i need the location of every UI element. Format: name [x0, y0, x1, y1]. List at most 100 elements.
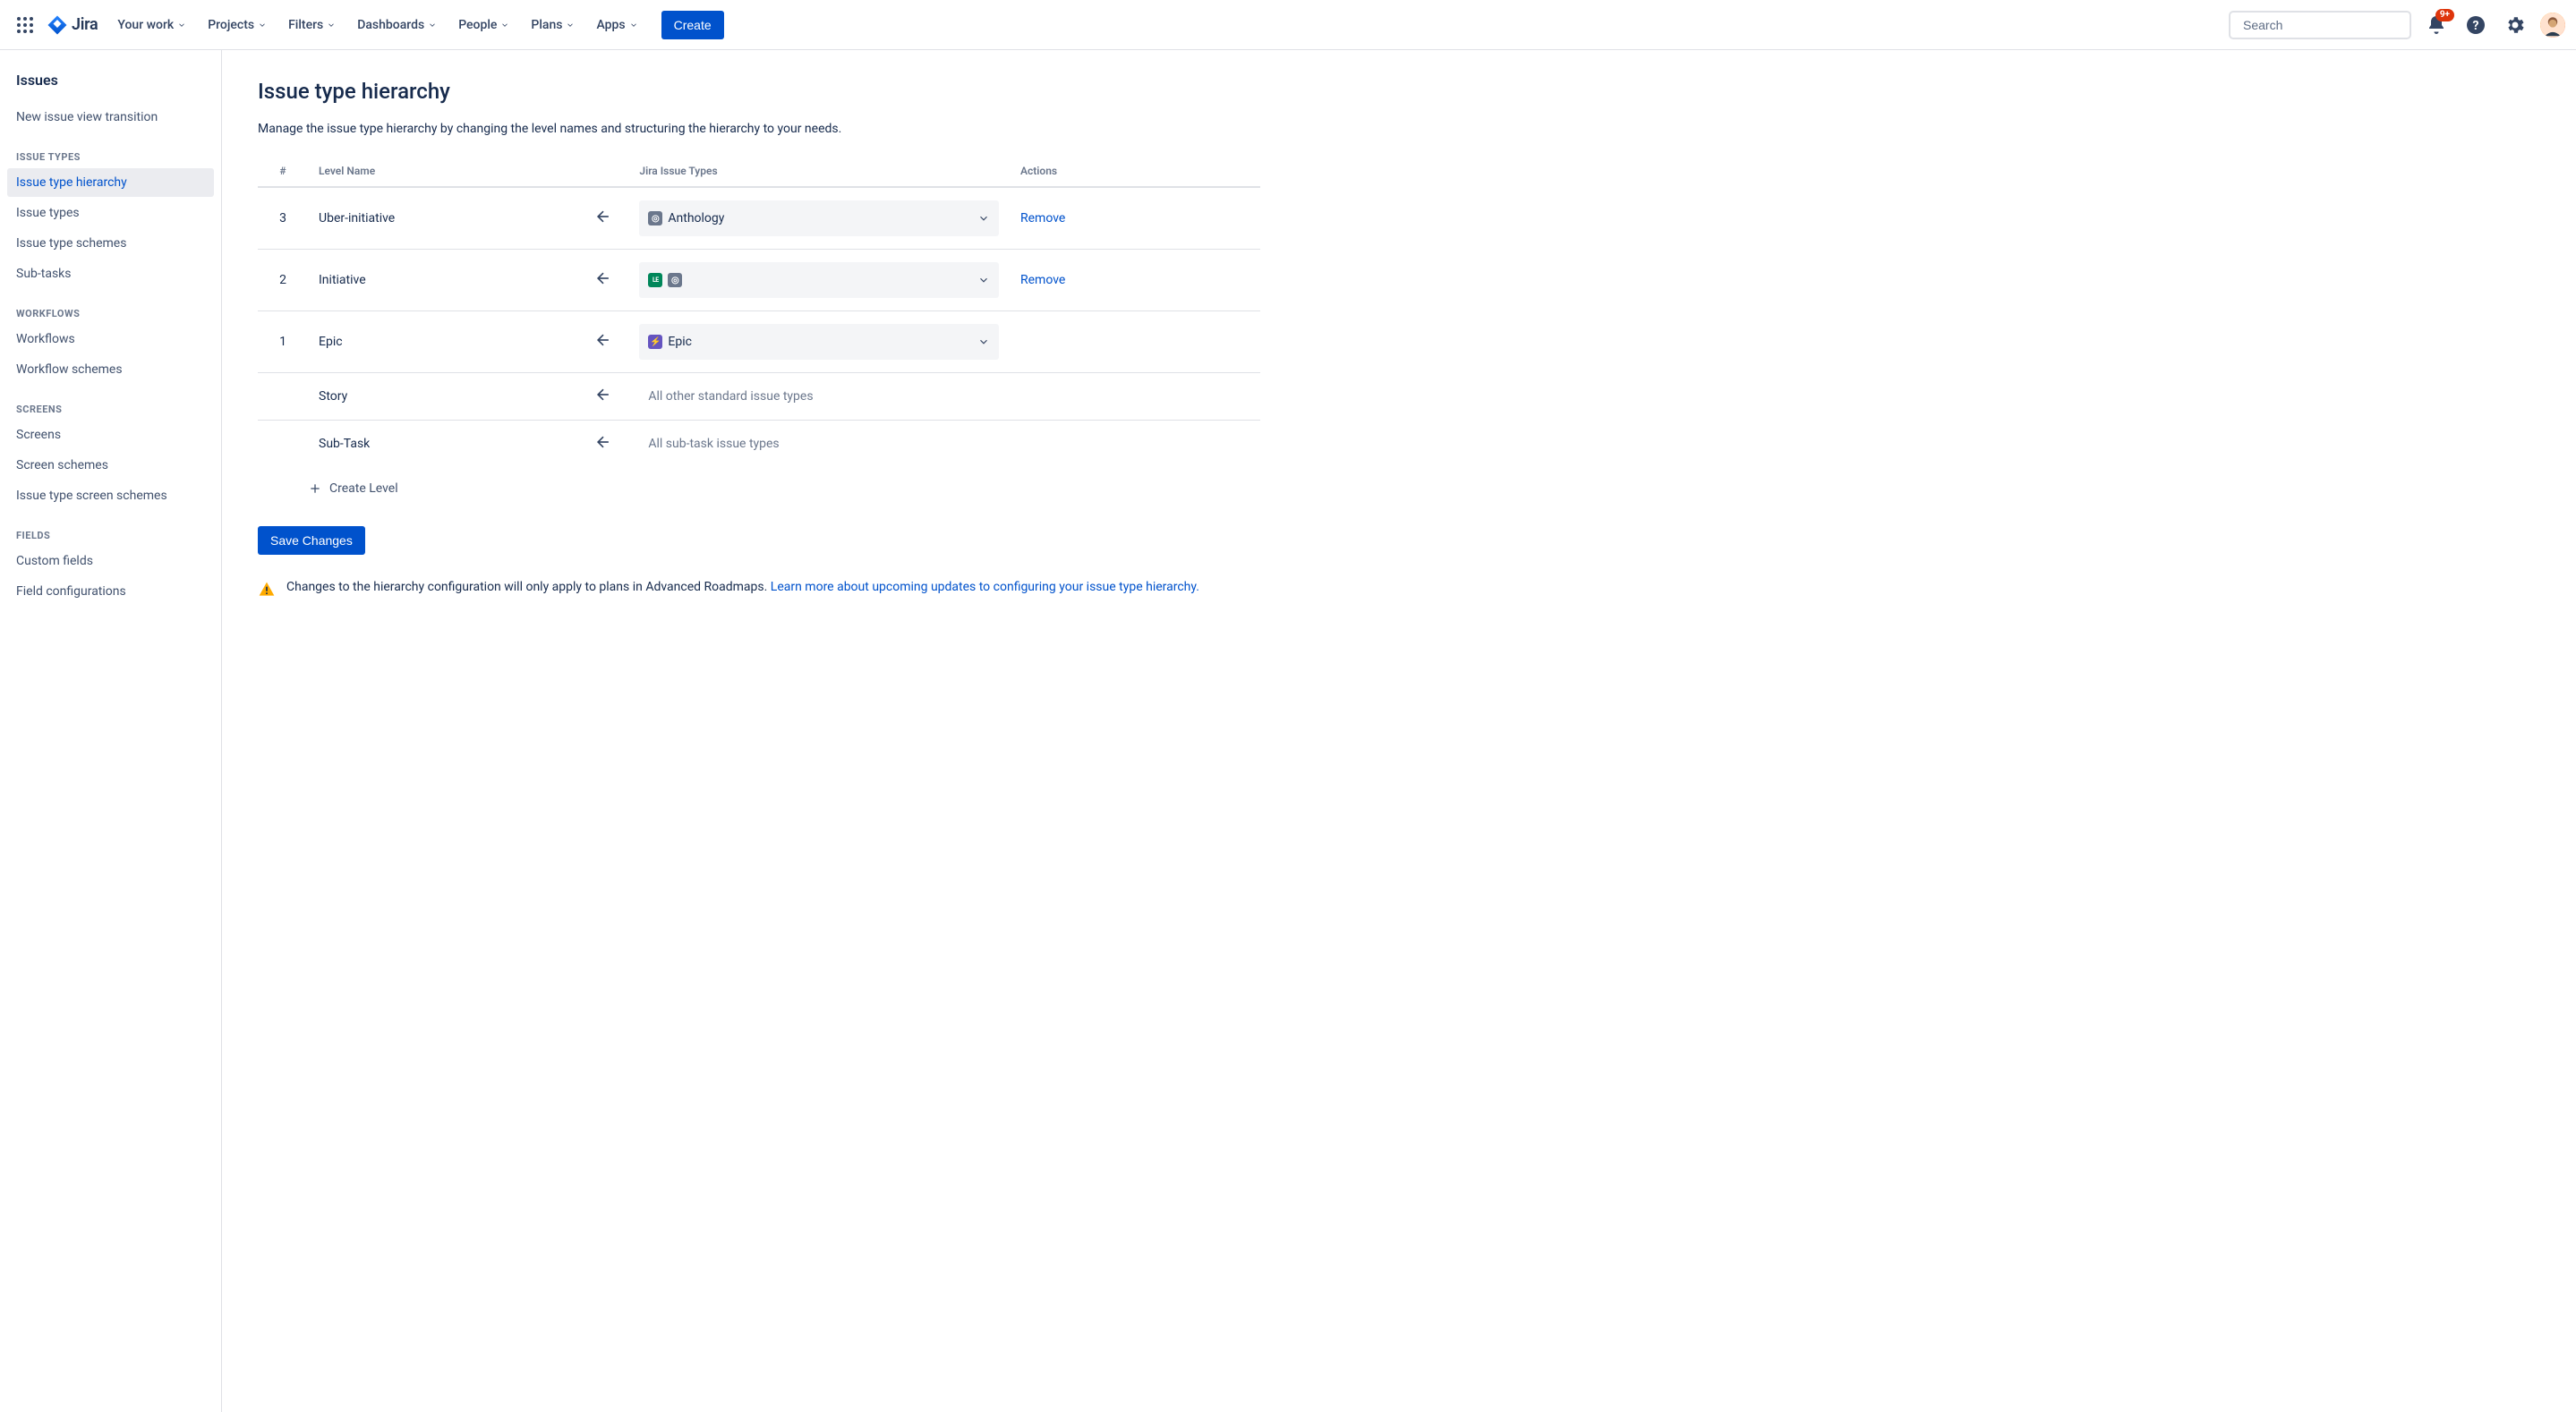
notification-badge: 9+ [2435, 9, 2454, 21]
issue-types-text: All sub-task issue types [648, 437, 779, 451]
issue-type-select[interactable]: LE ◎ [639, 262, 999, 298]
actions-cell [1010, 311, 1260, 373]
issue-types-cell: ⚡ Epic [628, 311, 1010, 373]
sidebar-link[interactable]: Sub-tasks [7, 259, 214, 288]
remove-link[interactable]: Remove [1020, 273, 1065, 287]
issue-types-cell: ◎ Anthology [628, 187, 1010, 250]
chevron-down-icon [629, 21, 638, 30]
sidebar-link[interactable]: Field configurations [7, 577, 214, 606]
actions-cell: Remove [1010, 187, 1260, 250]
settings-icon[interactable] [2501, 11, 2529, 39]
create-level-button[interactable]: Create Level [308, 472, 1260, 505]
warning-link[interactable]: Learn more about upcoming updates to con… [771, 580, 1199, 594]
nav-item-people[interactable]: People [449, 13, 518, 38]
issue-type-icon: ⚡ [648, 335, 662, 349]
col-header-num: # [258, 157, 308, 187]
nav-item-plans[interactable]: Plans [522, 13, 584, 38]
sidebar-link[interactable]: Custom fields [7, 547, 214, 575]
level-number: 2 [258, 250, 308, 311]
table-row: Sub-Task All sub-task issue types [258, 421, 1260, 468]
issue-types-cell: All other standard issue types [628, 373, 1010, 421]
drag-handle[interactable] [578, 311, 628, 373]
level-name: Uber-initiative [308, 187, 578, 250]
drag-handle[interactable] [578, 187, 628, 250]
nav-item-dashboards[interactable]: Dashboards [348, 13, 446, 38]
remove-link[interactable]: Remove [1020, 211, 1065, 225]
notifications-icon[interactable]: 9+ [2422, 11, 2451, 39]
nav-item-label: Plans [531, 18, 562, 32]
level-number: 3 [258, 187, 308, 250]
chevron-down-icon [177, 21, 186, 30]
chevron-down-icon [977, 274, 990, 286]
chevron-down-icon [327, 21, 336, 30]
col-header-actions: Actions [1010, 157, 1260, 187]
page-title: Issue type hierarchy [258, 79, 1260, 104]
sidebar: Issues New issue view transition Issue t… [0, 50, 222, 1412]
issue-type-label: Epic [668, 335, 692, 349]
chevron-down-icon [500, 21, 509, 30]
sidebar-link[interactable]: Issue type screen schemes [7, 481, 214, 510]
hierarchy-table-body: 3Uber-initiative◎AnthologyRemove2Initiat… [258, 187, 1260, 467]
app-switcher-icon[interactable] [11, 11, 39, 39]
warning-icon [258, 581, 276, 599]
sidebar-group-label: Fields [7, 512, 214, 547]
issue-type-icon: ◎ [668, 273, 682, 287]
issue-type-icon: ◎ [648, 211, 662, 225]
arrow-left-icon [594, 386, 612, 404]
save-changes-button[interactable]: Save Changes [258, 526, 365, 555]
chevron-down-icon [977, 336, 990, 348]
sidebar-link[interactable]: Screen schemes [7, 451, 214, 480]
issue-type-label: Anthology [668, 211, 724, 225]
primary-nav: Your work Projects Filters Dashboards People… [108, 13, 646, 38]
drag-handle[interactable] [578, 373, 628, 421]
chevron-down-icon [428, 21, 437, 30]
help-icon[interactable]: ? [2461, 11, 2490, 39]
create-button[interactable]: Create [661, 11, 724, 39]
sidebar-link[interactable]: Issue type hierarchy [7, 168, 214, 197]
sidebar-title: Issues [7, 72, 214, 103]
search-input[interactable] [2243, 18, 2405, 32]
level-number: 1 [258, 311, 308, 373]
nav-item-filters[interactable]: Filters [279, 13, 345, 38]
sidebar-link[interactable]: New issue view transition [7, 103, 214, 132]
issue-types-text: All other standard issue types [648, 389, 813, 404]
sidebar-link[interactable]: Workflow schemes [7, 355, 214, 384]
arrow-left-icon [594, 269, 612, 287]
drag-handle[interactable] [578, 421, 628, 468]
sidebar-link[interactable]: Issue type schemes [7, 229, 214, 258]
create-level-label: Create Level [329, 481, 398, 496]
sidebar-link[interactable]: Workflows [7, 325, 214, 353]
plus-icon [308, 481, 322, 496]
nav-item-label: Dashboards [357, 18, 424, 32]
user-avatar[interactable] [2540, 13, 2565, 38]
sidebar-link[interactable]: Issue types [7, 199, 214, 227]
sidebar-group-label: Screens [7, 386, 214, 421]
nav-item-projects[interactable]: Projects [199, 13, 276, 38]
jira-logo[interactable]: Jira [47, 14, 98, 36]
drag-handle[interactable] [578, 250, 628, 311]
issue-type-icon: LE [648, 273, 662, 287]
table-row: StoryAll other standard issue types [258, 373, 1260, 421]
svg-text:?: ? [2473, 19, 2479, 33]
nav-item-label: Projects [208, 18, 254, 32]
level-name: Sub-Task [308, 421, 578, 468]
warning-text: Changes to the hierarchy configuration w… [286, 580, 771, 594]
nav-item-your-work[interactable]: Your work [108, 13, 195, 38]
sidebar-link[interactable]: Screens [7, 421, 214, 449]
issue-type-select[interactable]: ◎ Anthology [639, 200, 999, 236]
issue-type-select[interactable]: ⚡ Epic [639, 324, 999, 360]
sidebar-groups: Issue typesIssue type hierarchyIssue typ… [7, 133, 214, 606]
nav-item-apps[interactable]: Apps [587, 13, 646, 38]
nav-item-label: Your work [117, 18, 174, 32]
sidebar-group-label: Issue types [7, 133, 214, 168]
page-description: Manage the issue type hierarchy by chang… [258, 122, 1260, 136]
search-input-wrapper[interactable] [2229, 11, 2411, 39]
level-name: Epic [308, 311, 578, 373]
warning-message: Changes to the hierarchy configuration w… [258, 580, 1260, 599]
level-number [258, 421, 308, 468]
issue-types-cell: All sub-task issue types [628, 421, 1010, 468]
product-name: Jira [72, 15, 98, 34]
nav-item-label: People [458, 18, 497, 32]
chevron-down-icon [977, 212, 990, 225]
sidebar-top-links: New issue view transition [7, 103, 214, 132]
